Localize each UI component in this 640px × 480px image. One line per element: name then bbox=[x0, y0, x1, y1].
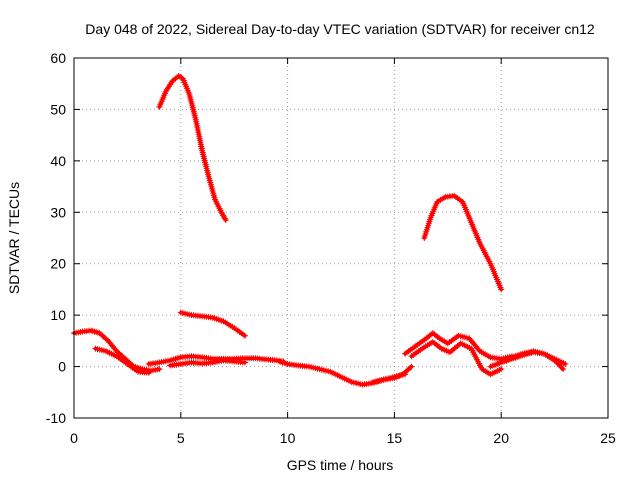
series-sat-c bbox=[421, 192, 505, 293]
x-tick-label: 5 bbox=[177, 430, 185, 446]
series-sat-b bbox=[177, 309, 248, 339]
data-point-marker bbox=[116, 350, 123, 357]
y-tick-label: 10 bbox=[50, 307, 66, 323]
y-tick-label: 50 bbox=[50, 101, 66, 117]
x-tick-label: 15 bbox=[387, 430, 403, 446]
grid-lines bbox=[74, 58, 608, 418]
data-series bbox=[71, 73, 569, 388]
series-sat-i bbox=[370, 363, 415, 385]
data-point-marker bbox=[560, 366, 567, 373]
data-point-marker bbox=[555, 361, 562, 368]
data-point-marker bbox=[498, 366, 505, 373]
data-point-marker bbox=[401, 370, 408, 376]
series-sat-m bbox=[487, 349, 567, 373]
data-point-marker bbox=[241, 332, 248, 339]
data-point-marker bbox=[407, 364, 414, 371]
y-tick-label: 60 bbox=[50, 50, 66, 66]
series-sat-a bbox=[156, 73, 229, 223]
x-tick-label: 10 bbox=[280, 430, 296, 446]
x-tick-label: 0 bbox=[70, 430, 78, 446]
data-point-marker bbox=[156, 366, 163, 373]
y-axis-label: SDTVAR / TECUs bbox=[6, 182, 22, 294]
x-tick-label: 25 bbox=[600, 430, 616, 446]
series-sat-k bbox=[408, 338, 505, 378]
data-point-marker bbox=[558, 364, 565, 371]
series-sat-e bbox=[92, 345, 152, 376]
data-point-marker bbox=[103, 336, 110, 343]
series-sat-j bbox=[402, 330, 515, 362]
y-tick-label: 20 bbox=[50, 256, 66, 272]
data-point-marker bbox=[145, 369, 152, 376]
data-point-marker bbox=[241, 359, 248, 366]
x-axis-label: GPS time / hours bbox=[287, 457, 394, 473]
data-point-marker bbox=[498, 286, 505, 293]
data-point-marker bbox=[562, 361, 569, 367]
chart-title: Day 048 of 2022, Sidereal Day-to-day VTE… bbox=[85, 21, 595, 37]
data-point-marker bbox=[112, 346, 119, 353]
data-point-marker bbox=[402, 368, 409, 375]
data-point-marker bbox=[100, 334, 107, 340]
data-point-marker bbox=[408, 363, 415, 370]
x-tick-label: 20 bbox=[493, 430, 509, 446]
data-point-marker bbox=[98, 331, 105, 338]
y-tick-label: 40 bbox=[50, 153, 66, 169]
series-sat-g bbox=[167, 357, 248, 369]
plot-frame bbox=[73, 57, 609, 419]
y-tick-label: 30 bbox=[50, 204, 66, 220]
data-point-marker bbox=[222, 217, 229, 223]
y-tick-label: -10 bbox=[46, 410, 66, 426]
data-point-marker bbox=[553, 358, 559, 365]
data-point-marker bbox=[113, 348, 120, 355]
y-tick-label: 0 bbox=[58, 359, 66, 375]
data-point-marker bbox=[99, 332, 106, 339]
